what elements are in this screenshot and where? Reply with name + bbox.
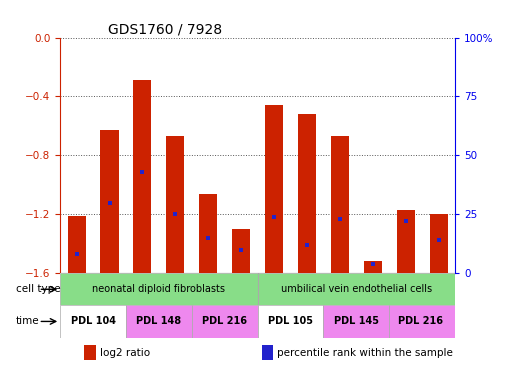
Text: cell type: cell type (16, 284, 61, 294)
FancyBboxPatch shape (60, 273, 257, 305)
Bar (262, 345, 274, 360)
Text: log2 ratio: log2 ratio (100, 348, 150, 357)
Bar (100, 130, 119, 273)
Text: PDL 216: PDL 216 (202, 316, 247, 326)
Bar (363, 261, 382, 273)
Bar (331, 136, 349, 273)
Text: percentile rank within the sample: percentile rank within the sample (277, 348, 453, 357)
Text: PDL 216: PDL 216 (398, 316, 446, 326)
FancyBboxPatch shape (60, 305, 126, 338)
FancyBboxPatch shape (192, 305, 257, 338)
Text: PDL 104: PDL 104 (71, 316, 116, 326)
FancyBboxPatch shape (257, 305, 323, 338)
FancyBboxPatch shape (126, 305, 192, 338)
Text: umbilical vein endothelial cells: umbilical vein endothelial cells (281, 284, 432, 294)
Bar (199, 194, 217, 273)
Text: PDL 145: PDL 145 (334, 316, 379, 326)
Bar (67, 216, 86, 273)
Text: GDS1760 / 7928: GDS1760 / 7928 (108, 22, 222, 36)
Bar (298, 114, 316, 273)
FancyBboxPatch shape (323, 305, 389, 338)
Bar (166, 136, 185, 273)
Text: PDL 105: PDL 105 (268, 316, 313, 326)
Bar (133, 80, 152, 273)
Bar (429, 214, 448, 273)
Bar (265, 105, 283, 273)
FancyBboxPatch shape (389, 305, 455, 338)
Text: PDL 148: PDL 148 (137, 316, 181, 326)
Bar (84, 345, 96, 360)
Text: neonatal diploid fibroblasts: neonatal diploid fibroblasts (93, 284, 225, 294)
Bar (232, 229, 250, 273)
Bar (396, 210, 415, 273)
FancyBboxPatch shape (257, 273, 455, 305)
Text: time: time (16, 316, 40, 326)
